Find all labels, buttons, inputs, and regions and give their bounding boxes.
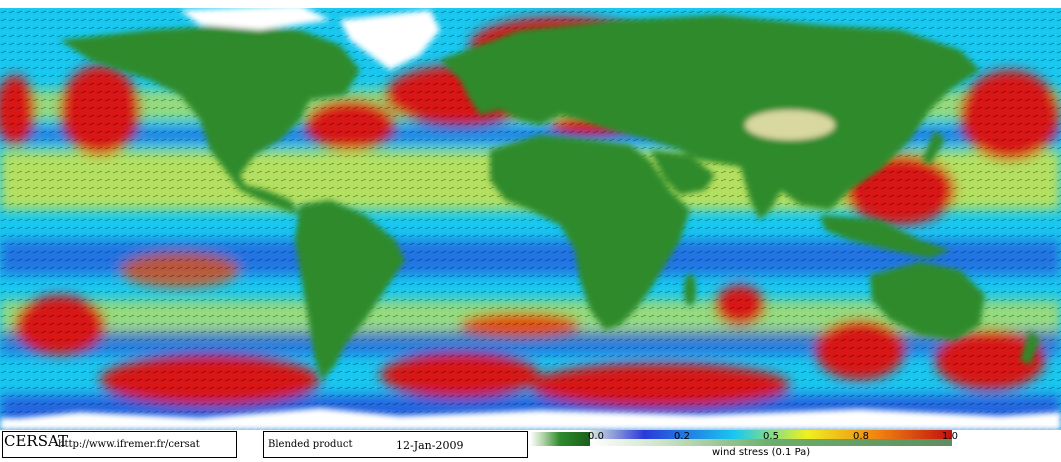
colorbar-tick: 0.5 [763,431,779,442]
arctic-strip [0,0,1061,8]
land-new-zealand [1020,330,1040,365]
landmasses [0,5,1061,430]
land-antarctica-edge [0,408,1061,430]
land-africa [490,135,690,330]
colorbar-land-lower [590,439,952,446]
colorbar-tick: 0.0 [588,431,604,442]
land-tibet-plateau [745,110,835,140]
website-link[interactable]: http://www.ifremer.fr/cersat [58,439,200,450]
land-japan [922,130,945,165]
land-greenland [340,10,440,70]
date-label: 12-Jan-2009 [396,439,464,452]
colorbar [530,430,952,446]
land-arctic-canada [180,5,330,30]
colorbar-tick: 0.8 [853,431,869,442]
colorbar-tick: 1.0 [942,431,958,442]
colorbar-ramp [590,430,952,439]
land-india [740,165,785,220]
land-arabia [650,150,715,195]
colorbar-land-ramp [530,432,590,446]
footer-middle-box [263,431,528,458]
colorbar-tick: 0.2 [674,431,690,442]
footer-left-box [2,431,237,458]
product-label: Blended product [268,439,353,450]
land-south-america [295,200,405,380]
brand-label: CERSAT [4,432,69,450]
land-madagascar [684,274,696,306]
colorbar-label: wind stress (0.1 Pa) [712,447,811,458]
land-uk [478,70,492,95]
land-north-america [60,25,360,215]
land-eurasia [440,15,980,210]
land-indonesia [820,215,950,258]
land-australia [870,262,985,340]
